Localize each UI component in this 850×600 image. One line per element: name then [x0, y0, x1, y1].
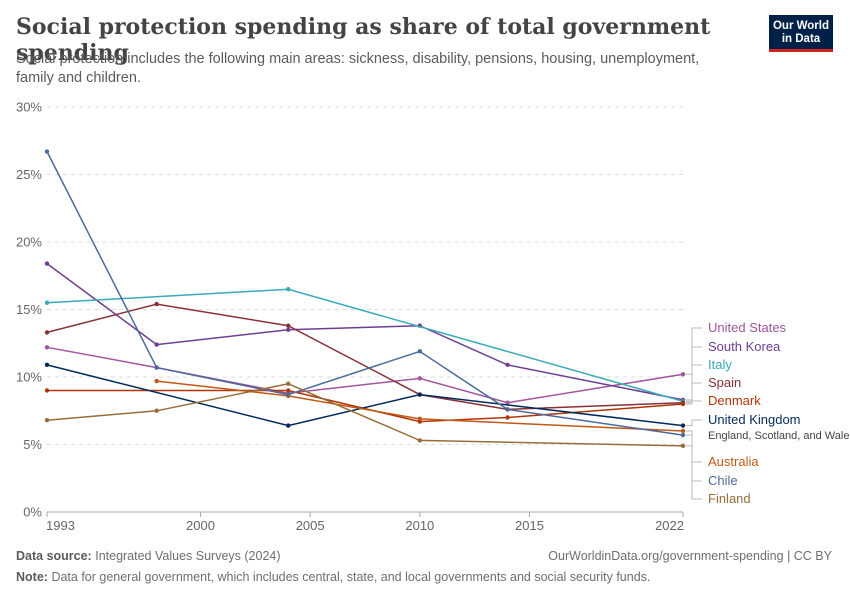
series-line-united-states — [46, 346, 684, 404]
data-point-finland — [44, 418, 50, 423]
data-point-united-kingdom — [417, 392, 423, 397]
logo-line-1: Our World — [772, 20, 829, 32]
data-point-australia — [680, 428, 686, 434]
legend-connector-united-states — [686, 327, 702, 375]
y-tick-label: 25% — [16, 167, 42, 182]
data-point-united-states — [417, 376, 423, 381]
legend-label-finland: Finland — [708, 491, 751, 506]
data-point-united-states — [680, 372, 686, 377]
legend-label-united-kingdom: United Kingdom — [708, 412, 801, 427]
data-source-label: Data source: — [16, 549, 92, 563]
legend-label-chile: Chile — [708, 473, 738, 488]
source-url[interactable]: OurWorldinData.org/government-spending |… — [548, 549, 832, 563]
data-point-spain — [286, 323, 291, 328]
series-line-south-korea — [46, 262, 684, 401]
data-point-south-korea — [286, 327, 291, 332]
data-point-denmark — [44, 388, 50, 393]
data-point-spain — [154, 301, 159, 307]
x-tick-label: 2005 — [296, 518, 325, 533]
owid-logo[interactable]: Our World in Data — [769, 15, 833, 52]
legend-connector-spain — [686, 382, 702, 404]
data-point-chile — [154, 365, 159, 370]
data-point-denmark — [286, 388, 291, 393]
data-point-chile — [680, 432, 686, 438]
chart-note: Note: Data for general government, which… — [16, 570, 650, 584]
data-point-chile — [286, 392, 291, 397]
legend-sublabel-united-kingdom: England, Scotland, and Wales — [708, 430, 850, 442]
data-point-denmark — [505, 415, 510, 420]
chart-title: Social protection spending as share of t… — [16, 14, 711, 66]
data-point-united-states — [505, 400, 510, 405]
data-point-chile — [505, 407, 510, 412]
data-point-south-korea — [44, 261, 50, 266]
data-point-spain — [44, 330, 50, 335]
x-tick-label: 2015 — [515, 518, 544, 533]
data-source-text[interactable]: Integrated Values Surveys (2024) — [95, 549, 281, 563]
legend-connector-united-kingdom — [686, 419, 702, 427]
data-point-united-kingdom — [286, 423, 291, 428]
legend-connector-australia — [686, 430, 702, 463]
legend-connector-south-korea — [686, 346, 702, 401]
data-source: Data source: Integrated Values Surveys (… — [16, 549, 281, 563]
data-point-chile — [417, 349, 423, 354]
data-point-united-kingdom — [44, 362, 50, 368]
data-point-finland — [154, 408, 159, 413]
data-point-united-kingdom — [680, 423, 686, 428]
x-tick-label: 2010 — [405, 518, 434, 533]
data-point-finland — [417, 438, 423, 443]
data-point-italy — [44, 300, 50, 305]
series-line-united-kingdom — [46, 364, 684, 427]
y-tick-label: 0% — [23, 505, 42, 520]
data-point-chile — [44, 149, 50, 154]
legend-label-australia: Australia — [708, 454, 759, 469]
y-tick-label: 5% — [23, 437, 42, 452]
legend-label-denmark: Denmark — [708, 393, 761, 408]
series-line-australia — [156, 380, 684, 432]
y-tick-label: 10% — [16, 370, 42, 385]
data-point-australia — [417, 416, 423, 422]
legend-label-italy: Italy — [708, 357, 732, 372]
note-label: Note: — [16, 570, 48, 584]
series-line-chile — [46, 151, 684, 436]
legend-connector-denmark — [686, 400, 702, 405]
data-point-italy — [286, 287, 291, 292]
x-tick-label: 2000 — [186, 518, 215, 533]
data-point-south-korea — [154, 342, 159, 347]
data-point-finland — [286, 381, 291, 386]
x-tick-label: 2022 — [655, 518, 684, 533]
series-line-spain — [46, 303, 684, 411]
y-tick-label: 15% — [16, 302, 42, 317]
legend-label-south-korea: South Korea — [708, 339, 781, 354]
y-tick-label: 20% — [16, 235, 42, 250]
legend-connector-chile — [686, 434, 702, 482]
y-tick-label: 30% — [16, 100, 42, 115]
x-tick-label: 1993 — [46, 518, 75, 533]
data-point-united-states — [44, 345, 50, 350]
data-point-australia — [154, 378, 159, 384]
data-point-south-korea — [505, 362, 510, 368]
data-point-finland — [680, 443, 686, 449]
note-text: Data for general government, which inclu… — [51, 570, 651, 584]
legend-label-united-states: United States — [708, 320, 787, 335]
data-point-denmark — [680, 401, 686, 407]
legend-connector-finland — [686, 445, 702, 500]
logo-line-2: in Data — [781, 33, 821, 45]
legend-label-spain: Spain — [708, 375, 741, 390]
chart-subtitle: Social protection includes the following… — [16, 51, 700, 86]
